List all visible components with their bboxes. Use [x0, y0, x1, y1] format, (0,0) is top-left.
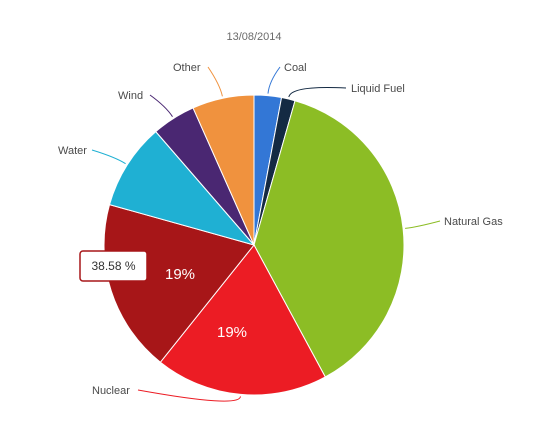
slice-other[interactable] [192, 94, 255, 246]
tooltip: 38.58 % [79, 250, 148, 282]
connector-coal [267, 66, 281, 94]
connector-water [91, 149, 126, 165]
slice-nuclear-4[interactable] [103, 204, 255, 363]
slice-nuclear-3[interactable] [159, 244, 326, 396]
label-coal: Coal [284, 62, 307, 74]
data-label-nuclear-dark: 19% [165, 266, 195, 283]
label-natural-gas: Natural Gas [444, 216, 503, 228]
label-other: Other [173, 62, 201, 74]
slice-natural-gas[interactable] [253, 100, 405, 378]
tooltip-text: 38.58 % [91, 259, 135, 273]
connector-liquid-fuel [288, 87, 347, 98]
data-label-nuclear-red: 19% [217, 324, 247, 341]
label-water: Water [58, 145, 87, 157]
connector-natural-gas [405, 220, 441, 229]
label-liquid-fuel: Liquid Fuel [351, 83, 405, 95]
connector-nuclear [137, 389, 241, 402]
label-connectors [91, 66, 441, 402]
chart-date: 13/08/2014 [226, 31, 281, 43]
slice-water[interactable] [108, 130, 256, 246]
connector-other [207, 66, 223, 97]
label-nuclear: Nuclear [92, 385, 130, 397]
connector-wind [149, 94, 173, 117]
label-wind: Wind [118, 90, 143, 102]
data-labels: 19% 19% [165, 266, 247, 341]
tooltip-box [79, 250, 148, 282]
category-labels: Coal Liquid Fuel Natural Gas Nuclear Wat… [58, 62, 503, 397]
pie-slices [103, 94, 405, 396]
